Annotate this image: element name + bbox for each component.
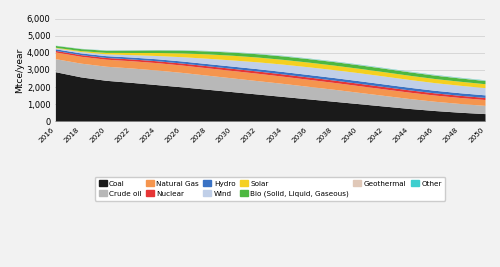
Y-axis label: Mtce/year: Mtce/year <box>15 47 24 93</box>
Legend: Coal, Crude oil, Natural Gas, Nuclear, Hydro, Wind, Solar, Bio (Solid, Liquid, G: Coal, Crude oil, Natural Gas, Nuclear, H… <box>95 176 446 201</box>
